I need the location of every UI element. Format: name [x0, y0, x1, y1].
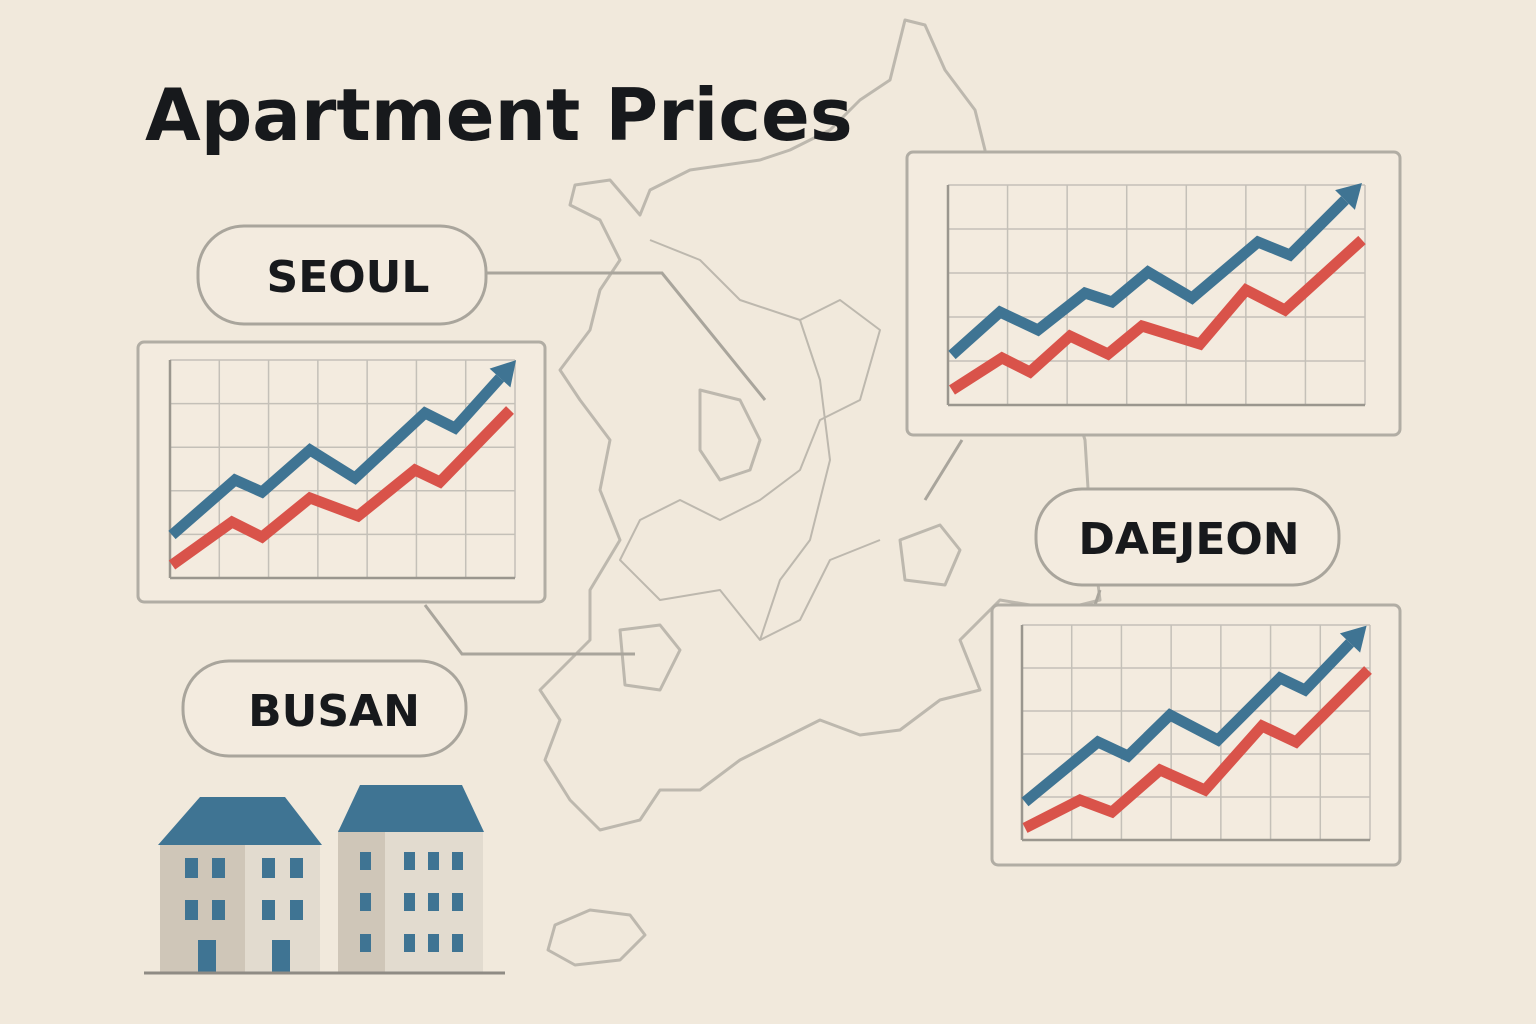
arrow-head	[1335, 183, 1362, 210]
city-label: SEOUL	[267, 252, 430, 303]
label-pill: SEOUL	[196, 224, 488, 326]
chart-panel	[990, 603, 1402, 867]
mini-chart	[905, 150, 1402, 437]
trend-line	[168, 374, 505, 540]
arrow-head	[1339, 625, 1367, 653]
chart-panel	[905, 150, 1402, 437]
trend-line	[1021, 639, 1354, 807]
mini-chart	[136, 340, 547, 604]
connector	[923, 439, 964, 501]
trend-line	[948, 196, 1349, 360]
buildings	[144, 785, 505, 975]
title: Apartment Prices	[145, 73, 853, 157]
trend-line	[168, 406, 514, 570]
trend-line	[949, 235, 1366, 395]
city-label: BUSAN	[248, 686, 420, 737]
label-pill: DAEJEON	[1034, 487, 1341, 587]
mini-chart	[990, 603, 1402, 867]
arrow-head	[489, 360, 517, 388]
trend-line	[1022, 666, 1372, 833]
label-pill: BUSAN	[181, 659, 468, 758]
connector	[423, 604, 635, 656]
connector	[485, 271, 767, 401]
connector	[1093, 589, 1102, 606]
mini-charts	[136, 150, 1402, 867]
city-label: DAEJEON	[1078, 514, 1299, 565]
